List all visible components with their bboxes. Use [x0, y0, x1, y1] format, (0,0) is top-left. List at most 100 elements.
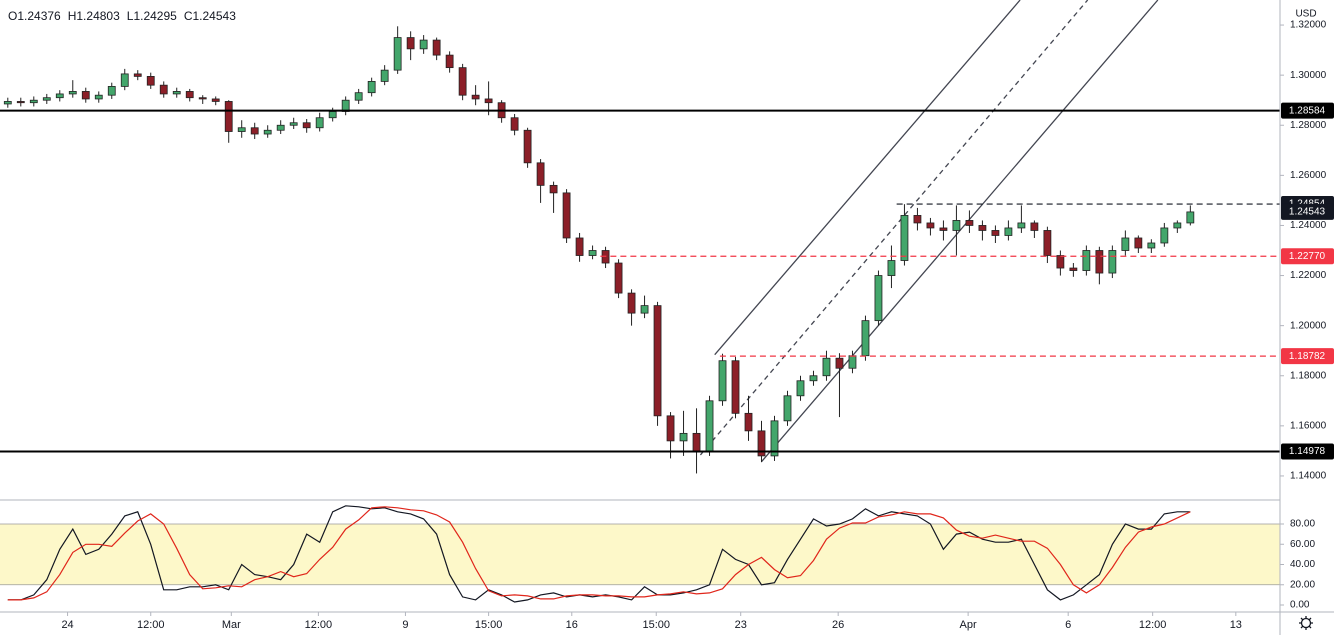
candle-body: [757, 430, 766, 457]
candle-body: [354, 92, 363, 101]
candle-body: [315, 117, 324, 129]
candle-body: [406, 37, 415, 50]
candle-body: [1121, 237, 1130, 251]
x-tick-label: 16: [566, 619, 578, 631]
gear-teeth[interactable]: [1299, 616, 1313, 630]
candle-body: [510, 117, 519, 131]
candle-body: [848, 355, 857, 369]
candle-body: [861, 320, 870, 357]
y-tick-label: 1.20000: [1290, 320, 1327, 331]
price-level-label: 1.14978: [1289, 446, 1326, 457]
candle-body: [68, 91, 77, 95]
candle-body: [809, 375, 818, 382]
settings-icon[interactable]: [1299, 616, 1313, 630]
candle-body: [3, 101, 12, 105]
y-tick-label: 1.14000: [1290, 471, 1327, 482]
candle-body: [614, 262, 623, 294]
x-tick-label: 24: [61, 619, 73, 631]
candle-body: [29, 99, 38, 104]
candle-body: [705, 400, 714, 452]
candle-body: [250, 127, 259, 135]
candle-body: [185, 91, 194, 99]
last-price-tag: [1281, 203, 1334, 220]
price-level-label: 1.22770: [1289, 251, 1326, 262]
candle-body: [159, 84, 168, 95]
candle-body: [42, 97, 51, 101]
candle-body: [1186, 211, 1195, 224]
x-tick-label: 6: [1065, 619, 1071, 631]
candle-body: [1173, 222, 1182, 229]
candle-body: [263, 129, 272, 135]
y-tick-label: 1.18000: [1290, 370, 1327, 381]
candle-body: [367, 81, 376, 94]
ohlc-value: C1.24543: [184, 9, 236, 23]
y-tick-label: 1.24000: [1290, 220, 1327, 231]
candle-body: [146, 76, 155, 86]
x-tick-label: 12:00: [1139, 619, 1167, 631]
candle-body: [211, 98, 220, 102]
candle-body: [744, 412, 753, 432]
y-tick-label: 1.30000: [1290, 70, 1327, 81]
candle-body: [770, 420, 779, 457]
y-tick-label: 1.16000: [1290, 420, 1327, 431]
x-tick-label: 26: [832, 619, 844, 631]
candle-body: [328, 111, 337, 119]
candle-body: [666, 415, 675, 442]
candle-body: [523, 129, 532, 164]
candle-body: [718, 360, 727, 402]
candle-body: [731, 360, 740, 414]
candle-body: [640, 305, 649, 314]
x-tick-label: 23: [735, 619, 747, 631]
candle-body: [1030, 222, 1039, 231]
candle-body: [237, 127, 246, 132]
candle-body: [575, 237, 584, 256]
candle-body: [978, 225, 987, 231]
channel-line: [714, 0, 1021, 356]
candle-body: [1095, 250, 1104, 274]
last-price-label: 1.24543: [1289, 206, 1326, 217]
candle-body: [133, 73, 142, 77]
candle-body: [1043, 230, 1052, 256]
candle-body: [965, 220, 974, 226]
candle-body: [393, 37, 402, 71]
candle-body: [94, 94, 103, 100]
y-tick-label: 1.28000: [1290, 120, 1327, 131]
price-level-tag: [1281, 443, 1334, 460]
candle-body: [991, 230, 1000, 236]
candle-body: [822, 357, 831, 377]
oscillator-pane: [0, 505, 1280, 603]
y-tick-label: 20.00: [1290, 579, 1315, 590]
candle-body: [419, 39, 428, 50]
candle-body: [796, 380, 805, 397]
price-pane: [0, 0, 1280, 474]
y-tick-label: 0.00: [1290, 600, 1310, 611]
candle-body: [588, 250, 597, 256]
y-tick-label: 40.00: [1290, 559, 1315, 570]
candle-body: [445, 54, 454, 69]
candle-body: [172, 91, 181, 95]
candle-body: [874, 275, 883, 322]
price-level-tag: [1281, 102, 1334, 119]
x-tick-label: Mar: [222, 619, 241, 631]
x-tick-label: 15:00: [475, 619, 503, 631]
stoch-band: [0, 524, 1280, 585]
candle-body: [887, 260, 896, 276]
candle-body: [458, 67, 467, 96]
x-tick-label: 15:00: [642, 619, 670, 631]
y-tick-label: 1.22000: [1290, 270, 1327, 281]
x-tick-label: 12:00: [305, 619, 333, 631]
candle-body: [1160, 227, 1169, 244]
candle-body: [1056, 255, 1065, 269]
candle-body: [900, 215, 909, 261]
x-tick-label: 9: [402, 619, 408, 631]
candle-body: [783, 395, 792, 422]
candle-body: [302, 122, 311, 129]
x-tick-label: 12:00: [137, 619, 165, 631]
candle-body: [1147, 242, 1156, 249]
candle-body: [536, 162, 545, 186]
header: O1.24376 H1.24803 L1.24295 C1.24543: [8, 9, 236, 23]
x-tick-label: Apr: [960, 619, 977, 631]
ohlc-value: O1.24376: [8, 9, 61, 23]
candle-body: [1017, 222, 1026, 229]
